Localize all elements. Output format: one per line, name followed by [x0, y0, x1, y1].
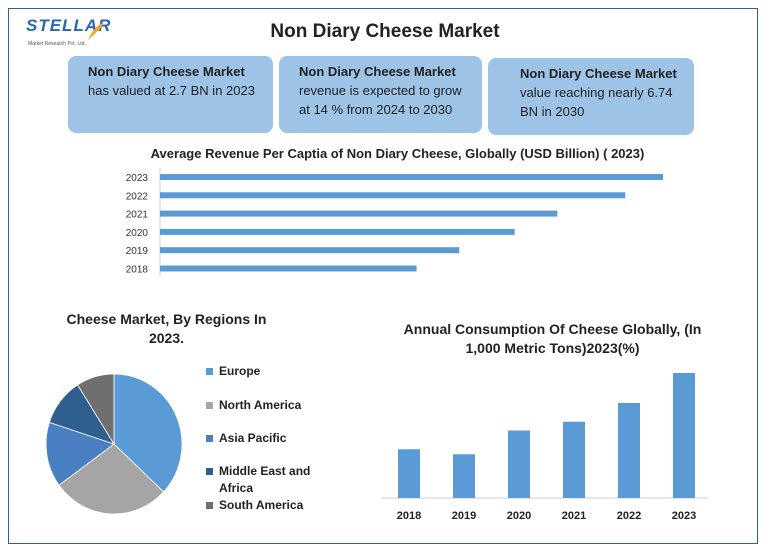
- vbar-tick-label: 2020: [507, 510, 531, 522]
- stat-card-body: value reaching nearly 6.74 BN in 2030: [520, 85, 673, 119]
- pie-slice-europe: [113, 373, 183, 493]
- logo-tagline: Market Research Pvt. Ltd.: [28, 41, 86, 47]
- vbar-chart-title: Annual Consumption Of Cheese Globally, (…: [403, 321, 702, 356]
- hbar-chart-title: Average Revenue Per Captia of Non Diary …: [150, 146, 645, 161]
- hbar-tick-label: 2020: [126, 228, 149, 239]
- vbar-tick-label: 2022: [617, 510, 641, 522]
- legend-swatch: [206, 368, 213, 375]
- hbar-tick-label: 2019: [126, 246, 149, 257]
- annual-consumption-bar-chart: 2018 2019 2020 2021 2022 2023: [381, 373, 708, 522]
- revenue-per-capita-bar-chart: 2023 2022 2021 2020 2019 2018: [126, 168, 663, 276]
- stat-card-heading: Non Diary Cheese Market: [520, 66, 677, 81]
- vbar-tick-label: 2019: [452, 510, 476, 522]
- legend-label: South America: [219, 498, 304, 512]
- logo-text: STELLAR: [26, 16, 112, 35]
- hbar-tick-label: 2022: [126, 191, 149, 202]
- vbar-bar-2020: [508, 430, 530, 498]
- regions-pie-chart: [45, 373, 183, 515]
- stat-card-forecast: Non Diary Cheese Market value reaching n…: [488, 58, 694, 135]
- hbar-bar-2022: [160, 192, 626, 199]
- vbar-tick-label: 2018: [397, 510, 421, 522]
- stellar-logo: STELLAR Market Research Pvt. Ltd.: [26, 14, 110, 54]
- hbar-bar-2020: [160, 228, 515, 235]
- legend-swatch: [206, 468, 213, 475]
- pie-slice-south-america: [77, 373, 115, 446]
- pie-slice-north-america: [58, 443, 165, 515]
- vbar-tick-label: 2023: [672, 510, 696, 522]
- logo-swoosh-icon: [88, 22, 104, 40]
- legend-label: North America: [219, 398, 302, 412]
- pie-chart-title: Cheese Market, By Regions In 2023.: [66, 311, 267, 346]
- vbar-tick-label: 2021: [562, 510, 586, 522]
- page-title: Non Diary Cheese Market: [270, 21, 500, 42]
- legend-swatch: [206, 502, 213, 509]
- stat-card-body: revenue is expected to grow at 14 % from…: [299, 83, 462, 117]
- pie-slice-asia-pacific: [45, 421, 115, 486]
- legend-label: Asia Pacific: [219, 431, 287, 445]
- hbar-tick-label: 2018: [126, 265, 149, 276]
- vbar-bar-2021: [563, 421, 585, 498]
- hbar-tick-label: 2023: [126, 173, 149, 184]
- vbar-bar-2018: [398, 449, 420, 498]
- vbar-bar-2022: [618, 403, 640, 498]
- stat-card-heading: Non Diary Cheese Market: [88, 64, 245, 79]
- legend-label: Europe: [219, 364, 261, 378]
- legend-swatch: [206, 435, 213, 442]
- legend-swatch: [206, 402, 213, 409]
- legend-label: Middle East and Africa: [219, 464, 311, 495]
- hbar-bar-2019: [160, 247, 460, 254]
- stat-card-body: has valued at 2.7 BN in 2023: [88, 83, 255, 98]
- hbar-tick-label: 2021: [126, 210, 149, 221]
- vbar-bar-2019: [453, 454, 475, 498]
- vbar-bar-2023: [673, 373, 695, 498]
- hbar-bar-2021: [160, 210, 558, 217]
- stat-card-market-value: Non Diary Cheese Market has valued at 2.…: [68, 56, 273, 133]
- hbar-bar-2018: [160, 265, 417, 272]
- stat-card-heading: Non Diary Cheese Market: [299, 64, 456, 79]
- hbar-bar-2023: [160, 174, 663, 180]
- stat-card-growth: Non Diary Cheese Market revenue is expec…: [279, 56, 482, 133]
